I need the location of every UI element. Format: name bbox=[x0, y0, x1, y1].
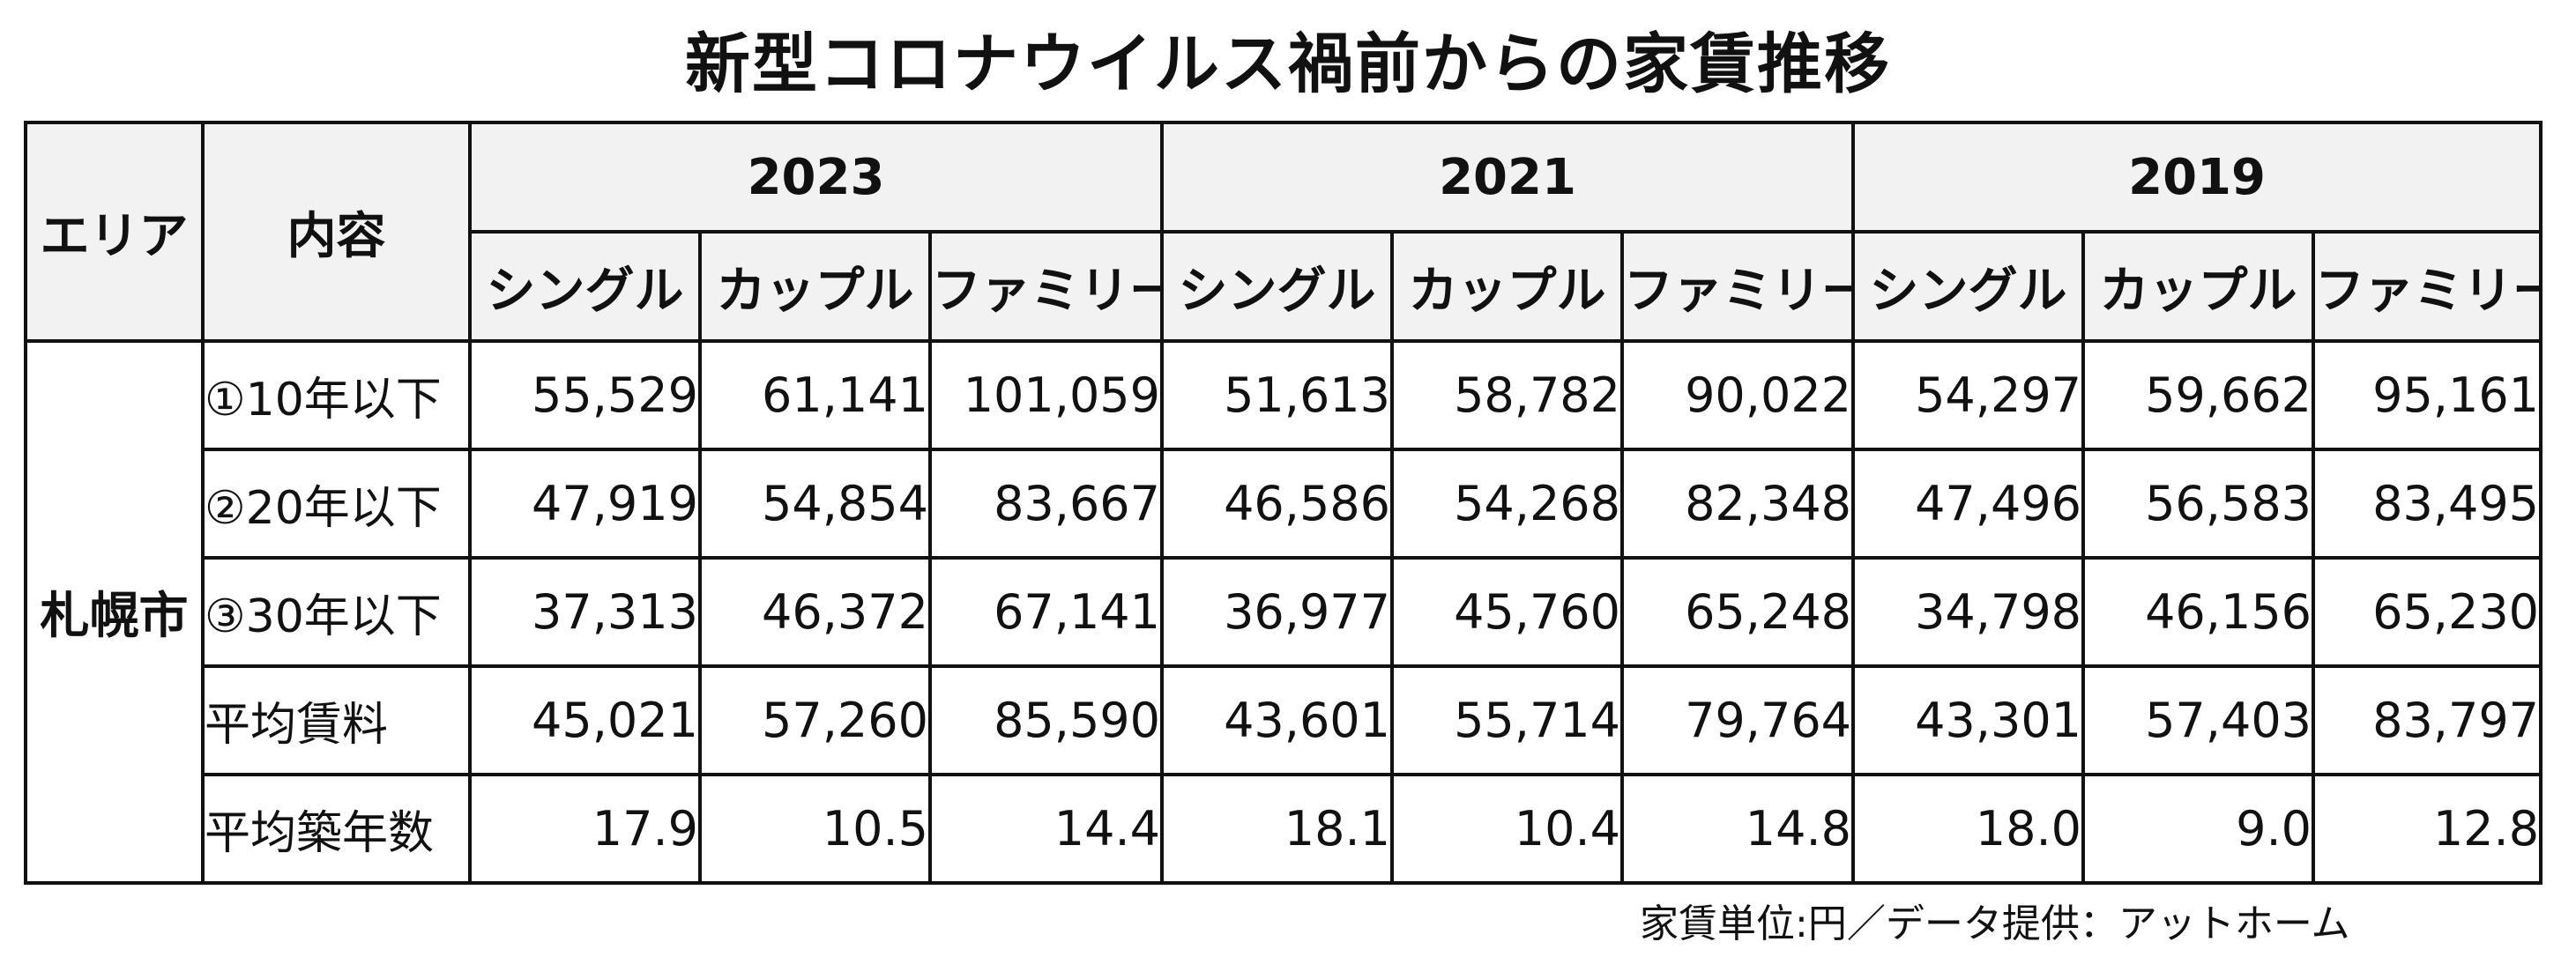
value-cell: 65,248 bbox=[1620, 556, 1856, 668]
rent-table: エリア 内容 2023 2021 2019 シングル カップル ファミリー シン… bbox=[24, 121, 2543, 885]
value-cell: 18.1 bbox=[1160, 773, 1395, 885]
header-year: 2021 bbox=[1160, 121, 1856, 234]
value-cell: 57,260 bbox=[698, 664, 932, 776]
value-cell: 36,977 bbox=[1160, 556, 1395, 668]
header-row-types: シングル カップル ファミリー シングル カップル ファミリー シングル カップ… bbox=[26, 230, 2543, 343]
value-cell: 54,268 bbox=[1390, 448, 1625, 560]
value-cell: 37,313 bbox=[468, 556, 702, 668]
value-cell: 83,797 bbox=[2312, 664, 2543, 776]
value-cell: 46,156 bbox=[2081, 556, 2316, 668]
value-cell: 12.8 bbox=[2312, 773, 2543, 885]
table-row: 平均築年数 17.9 10.5 14.4 18.1 10.4 14.8 18.0 9.0 12.8 bbox=[26, 773, 2543, 885]
header-content: 内容 bbox=[201, 121, 472, 343]
row-label: ③30年以下 bbox=[201, 556, 472, 668]
value-cell: 47,496 bbox=[1851, 448, 2086, 560]
value-cell: 79,764 bbox=[1620, 664, 1856, 776]
value-cell: 54,854 bbox=[698, 448, 932, 560]
value-cell: 14.8 bbox=[1620, 773, 1856, 885]
value-cell: 65,230 bbox=[2312, 556, 2543, 668]
value-cell: 90,022 bbox=[1620, 339, 1856, 451]
header-type: シングル bbox=[1851, 230, 2086, 343]
header-type: ファミリー bbox=[927, 230, 1165, 343]
value-cell: 43,301 bbox=[1851, 664, 2086, 776]
value-cell: 18.0 bbox=[1851, 773, 2086, 885]
value-cell: 95,161 bbox=[2312, 339, 2543, 451]
row-label: 平均築年数 bbox=[201, 773, 472, 885]
header-type: カップル bbox=[1390, 230, 1625, 343]
value-cell: 59,662 bbox=[2081, 339, 2316, 451]
header-year: 2023 bbox=[467, 121, 1165, 234]
value-cell: 9.0 bbox=[2081, 773, 2316, 885]
header-type: ファミリー bbox=[1620, 230, 1856, 343]
value-cell: 83,495 bbox=[2312, 448, 2543, 560]
row-label: 平均賃料 bbox=[201, 664, 472, 776]
value-cell: 46,586 bbox=[1160, 448, 1395, 560]
header-type: シングル bbox=[468, 230, 702, 343]
value-cell: 34,798 bbox=[1851, 556, 2086, 668]
value-cell: 83,667 bbox=[927, 448, 1165, 560]
value-cell: 46,372 bbox=[698, 556, 932, 668]
header-type: カップル bbox=[2081, 230, 2316, 343]
table-row: 平均賃料 45,021 57,260 85,590 43,601 55,714 79,764… bbox=[26, 664, 2543, 776]
header-type: ファミリー bbox=[2312, 230, 2543, 343]
value-cell: 55,714 bbox=[1390, 664, 1625, 776]
header-type: シングル bbox=[1160, 230, 1395, 343]
header-type: カップル bbox=[698, 230, 932, 343]
value-cell: 45,760 bbox=[1390, 556, 1625, 668]
row-label: ①10年以下 bbox=[201, 339, 472, 451]
value-cell: 58,782 bbox=[1390, 339, 1625, 451]
value-cell: 54,297 bbox=[1851, 339, 2086, 451]
area-cell: 札幌市 bbox=[24, 339, 205, 885]
value-cell: 57,403 bbox=[2081, 664, 2316, 776]
row-label: ②20年以下 bbox=[201, 448, 472, 560]
value-cell: 47,919 bbox=[468, 448, 702, 560]
chart-title: 新型コロナウイルス禍前からの家賃推移 bbox=[685, 26, 1891, 102]
value-cell: 14.4 bbox=[927, 773, 1165, 885]
table-row: ②20年以下 47,919 54,854 83,667 46,586 54,268 82,3… bbox=[26, 448, 2543, 560]
value-cell: 10.5 bbox=[698, 773, 932, 885]
table-row: 札幌市 ①10年以下 55,529 61,141 101,059 51,613 58,782… bbox=[24, 339, 2543, 885]
value-cell: 61,141 bbox=[698, 339, 932, 451]
value-cell: 101,059 bbox=[927, 339, 1165, 451]
value-cell: 82,348 bbox=[1620, 448, 1856, 560]
value-cell: 67,141 bbox=[927, 556, 1165, 668]
source-note: 家賃単位:円／データ提供：アットホーム bbox=[1640, 901, 2350, 946]
table-body: 札幌市 ①10年以下 55,529 61,141 101,059 51,613 58,782… bbox=[24, 339, 2543, 885]
value-cell: 10.4 bbox=[1390, 773, 1625, 885]
value-cell: 56,583 bbox=[2081, 448, 2316, 560]
value-cell: 17.9 bbox=[468, 773, 702, 885]
value-cell: 45,021 bbox=[468, 664, 702, 776]
value-cell: 43,601 bbox=[1160, 664, 1395, 776]
value-cell: 85,590 bbox=[927, 664, 1165, 776]
table-row: ③30年以下 37,313 46,372 67,141 36,977 45,760 65,2… bbox=[26, 556, 2543, 668]
value-cell: 55,529 bbox=[468, 339, 702, 451]
header-year: 2019 bbox=[1851, 121, 2543, 234]
header-row-years: エリア 内容 2023 2021 2019 bbox=[24, 121, 2543, 343]
value-cell: 51,613 bbox=[1160, 339, 1395, 451]
header-area: エリア bbox=[24, 121, 205, 343]
